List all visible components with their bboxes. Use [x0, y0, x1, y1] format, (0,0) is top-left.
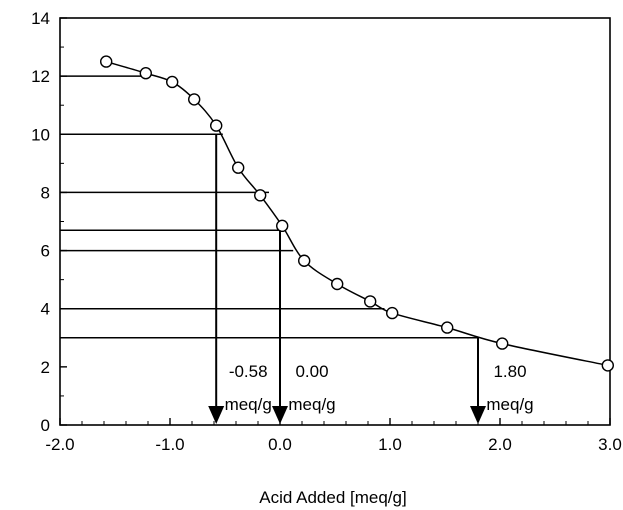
arrow-value-label: 1.80: [493, 362, 526, 381]
y-tick-label: 12: [31, 67, 50, 86]
data-point: [496, 337, 509, 350]
x-tick-label: 0.0: [268, 435, 292, 454]
x-tick-label: -2.0: [45, 435, 74, 454]
data-point: [209, 119, 223, 132]
data-point: [298, 254, 311, 267]
x-tick-label: -1.0: [155, 435, 184, 454]
data-point: [139, 67, 153, 80]
x-tick-label: 2.0: [488, 435, 512, 454]
y-tick-label: 14: [31, 9, 50, 28]
y-tick-label: 10: [31, 125, 50, 144]
arrow-unit-label: meq/g: [486, 395, 533, 414]
annotations: -0.58 meq/g 0.00 meq/g 1.80 meq/g: [208, 134, 534, 424]
data-point: [99, 55, 113, 68]
y-tick-label: 2: [41, 358, 50, 377]
data-point: [364, 295, 377, 308]
y-tick-label: 8: [41, 183, 50, 202]
y-tick-label: 0: [41, 416, 50, 435]
x-tick-label: 3.0: [598, 435, 622, 454]
data-point: [165, 75, 179, 89]
reference-lines: [60, 75, 478, 339]
arrow-value-label: -0.58: [229, 362, 268, 381]
arrow-head: [272, 406, 288, 424]
data-point: [254, 189, 267, 202]
x-tick-label: 1.0: [378, 435, 402, 454]
arrow-head: [208, 406, 225, 424]
data-point: [187, 93, 201, 106]
data-point: [331, 277, 344, 291]
x-axis-title: Acid Added [meq/g]: [259, 488, 406, 507]
data-point: [601, 359, 614, 372]
axes: 0 2 4 6 8 10 12 14 -2.0 -1.0 0.0 1.0 2.0 3.0: [31, 9, 622, 454]
arrow-unit-label: meq/g: [288, 395, 335, 414]
plot-frame: [59, 17, 611, 426]
arrow-head: [470, 406, 486, 424]
data-series: [99, 55, 614, 372]
data-point: [231, 161, 245, 174]
data-point: [276, 219, 289, 233]
y-tick-label: 4: [41, 300, 50, 319]
series-line: [105, 60, 608, 367]
data-point: [441, 321, 454, 334]
arrow-value-label: 0.00: [295, 362, 328, 381]
data-point: [386, 306, 399, 320]
y-tick-label: 6: [41, 242, 50, 261]
arrow-unit-label: meq/g: [225, 395, 272, 414]
